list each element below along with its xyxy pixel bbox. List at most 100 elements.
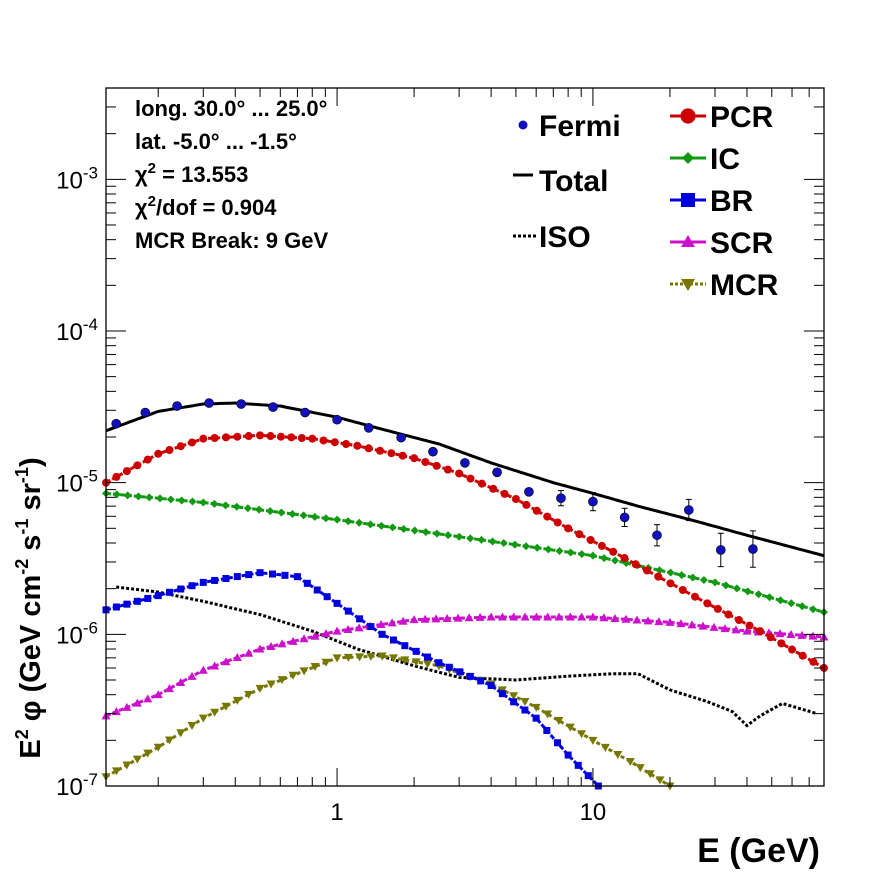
series-scr-marker [543, 612, 553, 621]
series-ic-marker [277, 508, 286, 517]
series-pcr-marker [176, 442, 185, 451]
series-br-marker [165, 588, 173, 596]
series-ic-marker [444, 531, 453, 540]
series-scr-marker [676, 619, 686, 628]
series-scr-marker [277, 639, 287, 648]
series-ic-marker [134, 492, 143, 501]
series-ic-marker [210, 499, 219, 508]
series-br-marker [456, 668, 464, 676]
series-scr-marker [221, 657, 231, 666]
series-ic-marker [310, 512, 319, 521]
series-ic-marker [809, 605, 818, 614]
series-mcr-marker [377, 652, 387, 661]
series-pcr-marker [319, 436, 328, 445]
series-ic-marker [177, 496, 186, 505]
series-mcr-marker [299, 667, 309, 676]
series-scr-marker [786, 629, 796, 638]
series-iso-line [115, 585, 818, 728]
series-pcr-marker [788, 645, 797, 654]
series-ic-marker [344, 517, 353, 526]
series-scr-marker [187, 671, 197, 680]
series-br-marker [123, 600, 131, 608]
series-br-marker [466, 672, 474, 680]
series-scr-marker [288, 636, 298, 645]
series-mcr-marker [355, 653, 365, 662]
series-scr-marker [164, 684, 174, 693]
series-pcr-marker [745, 621, 754, 630]
series-scr-marker [486, 612, 496, 621]
series-mcr-marker [520, 698, 530, 707]
series-scr-marker [176, 677, 186, 686]
series-br-marker [424, 653, 432, 661]
series-scr-marker [111, 707, 121, 716]
series-pcr-marker [122, 467, 131, 476]
series-scr-marker [687, 620, 697, 629]
series-ic-marker [544, 545, 553, 554]
series-scr-marker [588, 612, 598, 621]
series-ic-marker [699, 575, 708, 584]
fermi-data-point [524, 487, 534, 497]
series-scr-marker [731, 625, 741, 634]
annotation-line: χ2/dof = 0.904 [135, 193, 277, 220]
series-mcr-marker [625, 758, 635, 767]
series-scr-marker [554, 612, 564, 621]
series-br-marker [477, 677, 485, 685]
series-mcr-marker [153, 743, 163, 752]
series-pcr-marker [724, 610, 733, 619]
series-ic-marker [655, 566, 664, 575]
fit-info-annotation: long. 30.0° ... 25.0° lat. -5.0° ... -1.5… [135, 96, 329, 253]
series-ic-marker [776, 596, 785, 605]
series-pcr-marker [654, 572, 663, 581]
series-scr-marker [376, 620, 386, 629]
series-ic-marker [677, 571, 686, 580]
series-mcr-marker [198, 714, 208, 723]
series-pcr-marker [597, 541, 606, 550]
series-scr-marker [266, 641, 276, 650]
series-pcr-marker [455, 469, 464, 478]
legend-ic-marker [682, 152, 694, 164]
series-pcr-marker [500, 489, 509, 498]
series-mcr-marker [310, 663, 320, 672]
fermi-data-point [396, 432, 406, 443]
series-mcr-marker [554, 717, 564, 726]
series-pcr-marker [575, 530, 584, 539]
fermi-data-point [556, 493, 566, 503]
series-scr-marker [387, 618, 397, 627]
series-ic-marker [488, 537, 497, 546]
series-mcr-marker [645, 770, 655, 779]
series-pcr-marker [564, 524, 573, 533]
fermi-data-point [715, 545, 726, 555]
series-ic-marker [145, 493, 154, 502]
series-br-marker [303, 579, 311, 587]
series-pcr-marker [112, 472, 121, 481]
series-pcr-marker [756, 627, 765, 636]
x-tick-label: 1 [330, 799, 343, 826]
series-scr-marker [232, 653, 242, 662]
fermi-data-point [172, 401, 182, 411]
annotation-line: χ2 = 13.553 [135, 160, 248, 187]
series-ic-marker [566, 548, 575, 557]
series-br-marker [245, 571, 253, 579]
series-br-marker [333, 599, 341, 607]
series-pcr-marker [609, 547, 618, 556]
series-ic-marker [112, 490, 121, 499]
series-mcr-marker [543, 710, 553, 719]
series-mcr-marker [210, 708, 220, 717]
series-br-marker [222, 575, 230, 583]
series-ic-marker [355, 518, 364, 527]
series-pcr-marker [532, 506, 541, 515]
series-scr-marker [565, 612, 575, 621]
series-scr-marker [654, 617, 664, 626]
series-br-marker [233, 573, 241, 581]
series-scr-marker [599, 613, 609, 622]
series-br-marker [211, 576, 219, 584]
series-ic-marker [388, 523, 397, 532]
series-pcr-marker [266, 432, 275, 441]
series-mcr-marker [655, 776, 665, 785]
series-mcr-line [105, 654, 671, 788]
series-ic-line [105, 491, 825, 614]
series-scr-marker [143, 694, 153, 703]
series-br-marker [144, 594, 152, 602]
series-pcr-marker [489, 484, 498, 493]
series-ic-marker [123, 491, 132, 500]
